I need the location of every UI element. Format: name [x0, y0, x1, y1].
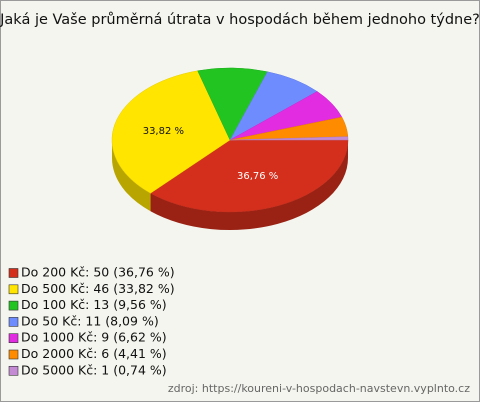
pie-sides [112, 140, 348, 230]
legend-label: Do 500 Kč: 46 (33,82 %) [21, 281, 175, 296]
legend-swatch [8, 333, 19, 344]
legend-label: Do 50 Kč: 11 (8,09 %) [21, 313, 159, 328]
data-label: 33,82 % [143, 126, 184, 137]
slice [229, 136, 349, 141]
legend-label: Do 1000 Kč: 9 (6,62 %) [21, 330, 167, 345]
legend-swatch [8, 365, 19, 376]
data-label: 36,76 % [237, 171, 278, 182]
legend-swatch [8, 317, 19, 327]
legend-swatch [8, 268, 19, 278]
legend-label: Do 200 Kč: 50 (36,76 %) [21, 265, 175, 280]
legend-swatch [8, 300, 19, 311]
source: zdroj: https://koureni-v-hospodach-navst… [168, 382, 470, 395]
pie-tops [111, 67, 349, 213]
slice [150, 139, 349, 213]
legend-swatch [8, 349, 19, 360]
labels: 36,76 % 33,82 % [143, 126, 279, 182]
slice [111, 70, 231, 194]
slice-side [150, 140, 348, 230]
slice-side [112, 140, 151, 212]
chart-title: Jaká je Vaše průměrná útrata v hospodách… [0, 12, 480, 28]
legend: Do 200 Kč: 50 (36,76 %)Do 500 Kč: 46 (33… [8, 265, 175, 377]
legend-label: Do 100 Kč: 13 (9,56 %) [21, 297, 167, 312]
legend-label: Do 5000 Kč: 1 (0,74 %) [21, 362, 167, 377]
legend-label: Do 2000 Kč: 6 (4,41 %) [21, 346, 167, 361]
legend-swatch [8, 284, 19, 295]
